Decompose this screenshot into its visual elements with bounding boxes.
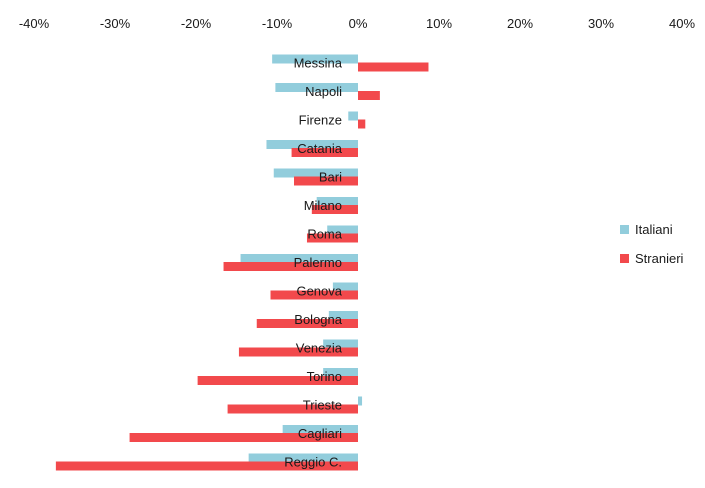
bar-italiani-trieste <box>358 396 363 406</box>
bar-italiani-reggioc <box>248 453 358 463</box>
legend: Italiani Stranieri <box>620 219 683 277</box>
bar-italiani-palermo <box>240 254 358 263</box>
legend-label-italiani: Italiani <box>635 221 673 237</box>
legend-swatch-stranieri <box>620 253 629 263</box>
bar-italiani-firenze <box>348 111 358 121</box>
bar-italiani-roma <box>327 225 358 235</box>
bar-italiani-genova <box>332 282 358 292</box>
x-tick-label: 20% <box>507 16 533 31</box>
bar-stranieri-trieste <box>227 404 358 414</box>
bar-stranieri-messina <box>358 62 429 72</box>
bar-stranieri-genova <box>270 290 358 300</box>
category-labels: Messina Napoli Firenze Catania Bari Milano Rom… <box>284 56 343 470</box>
x-tick-label: -30% <box>100 16 131 31</box>
bar-italiani-torino <box>323 368 358 377</box>
bar-italiani-napoli <box>275 83 358 92</box>
bar-stranieri-reggioc <box>55 461 359 471</box>
category-label: Bari <box>319 170 342 185</box>
x-tick-label: 40% <box>669 16 695 31</box>
category-label: Torino <box>307 369 342 384</box>
category-label: Palermo <box>294 255 342 270</box>
bar-stranieri-catania <box>291 148 358 157</box>
bars <box>55 54 429 471</box>
bar-stranieri-bologna <box>256 319 358 328</box>
category-label: Genova <box>296 284 342 299</box>
bar-stranieri-cagliari <box>129 433 358 442</box>
legend-label-stranieri: Stranieri <box>635 250 684 266</box>
bar-italiani-venezia <box>323 339 358 349</box>
legend-item-italiani: Italiani <box>620 219 683 239</box>
category-label: Catania <box>297 141 343 156</box>
bar-italiani-bologna <box>328 311 358 320</box>
x-tick-label: -20% <box>181 16 212 31</box>
category-label: Messina <box>294 56 343 71</box>
category-label: Bologna <box>294 312 342 327</box>
category-label: Trieste <box>303 398 342 413</box>
bar-italiani-cagliari <box>282 425 358 434</box>
bar-stranieri-bari <box>294 176 358 186</box>
x-tick-label: 0% <box>349 16 368 31</box>
category-label: Reggio C. <box>284 455 342 470</box>
bar-stranieri-firenze <box>358 119 366 129</box>
x-axis-ticks: -40% -30% -20% -10% 0% 10% 20% 30% 40% <box>19 16 696 31</box>
bar-italiani-bari <box>273 168 358 178</box>
x-tick-label: 10% <box>426 16 452 31</box>
category-label: Venezia <box>296 341 343 356</box>
bar-italiani-messina <box>272 54 358 64</box>
x-tick-label: -10% <box>262 16 293 31</box>
bar-stranieri-napoli <box>358 91 380 100</box>
legend-swatch-italiani <box>620 224 629 234</box>
category-label: Cagliari <box>298 426 342 441</box>
bar-stranieri-torino <box>197 376 358 385</box>
bar-stranieri-palermo <box>223 262 358 271</box>
x-tick-label: 30% <box>588 16 614 31</box>
bar-stranieri-roma <box>306 233 358 243</box>
legend-item-stranieri: Stranieri <box>620 248 683 268</box>
category-label: Milano <box>304 198 342 213</box>
bar-stranieri-milano <box>311 205 358 214</box>
category-label: Roma <box>307 227 342 242</box>
bar-stranieri-venezia <box>238 347 358 357</box>
x-tick-label: -40% <box>19 16 50 31</box>
bar-italiani-catania <box>266 140 358 149</box>
bar-italiani-milano <box>316 197 358 206</box>
category-label: Napoli <box>305 84 342 99</box>
category-label: Firenze <box>299 113 342 128</box>
